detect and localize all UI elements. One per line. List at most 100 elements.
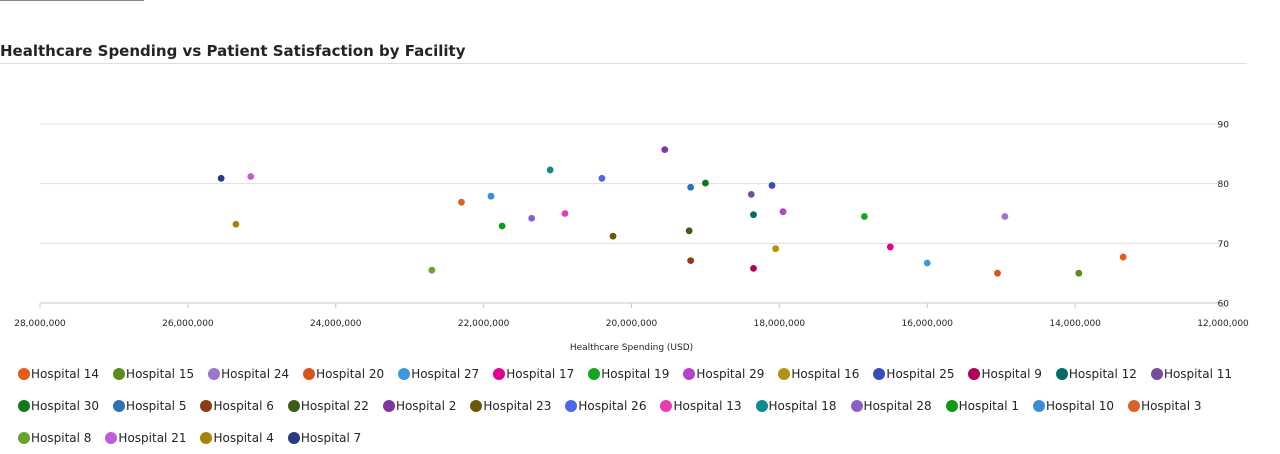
legend-swatch	[850, 400, 863, 412]
legend-label: Hospital 16	[791, 367, 860, 381]
chart-legend: Hospital 14 Hospital 15 Hospital 24 Hospita…	[18, 366, 1280, 446]
scatter-plot-area: 6070809028,000,00026,000,00024,000,00022…	[14, 121, 1249, 354]
legend-label: Hospital 3	[1141, 399, 1202, 413]
legend-swatch	[470, 400, 483, 412]
data-point-hospital-30	[702, 179, 709, 187]
legend-label: Hospital 27	[411, 367, 480, 381]
legend-item-hospital-20[interactable]: Hospital 20	[303, 366, 384, 382]
legend-item-hospital-15[interactable]: Hospital 15	[113, 366, 194, 382]
x-tick-label: 26,000,000	[162, 319, 214, 329]
legend-swatch	[113, 400, 126, 412]
data-point-hospital-24	[1001, 213, 1009, 220]
legend-item-hospital-22[interactable]: Hospital 22	[287, 398, 369, 414]
legend-item-hospital-6[interactable]: Hospital 6	[200, 398, 274, 414]
data-point-hospital-13	[561, 210, 569, 217]
legend-item-hospital-12[interactable]: Hospital 12	[1055, 366, 1137, 382]
data-point-hospital-3	[458, 198, 465, 206]
x-tick-label: 14,000,000	[1049, 319, 1101, 329]
legend-swatch	[18, 400, 30, 412]
legend-item-hospital-8[interactable]: Hospital 8	[18, 430, 91, 446]
data-point-hospital-6	[687, 257, 695, 265]
legend-item-hospital-19[interactable]: Hospital 19	[588, 366, 669, 382]
data-point-hospital-25	[768, 182, 776, 189]
legend-item-hospital-29[interactable]: Hospital 29	[683, 366, 764, 382]
legend-item-hospital-2[interactable]: Hospital 2	[382, 398, 457, 414]
legend-swatch	[200, 432, 213, 444]
legend-swatch	[778, 368, 791, 380]
legend-swatch	[945, 400, 958, 412]
legend-label: Hospital 7	[300, 431, 362, 445]
legend-label: Hospital 1	[958, 399, 1020, 413]
legend-item-hospital-9[interactable]: Hospital 9	[968, 366, 1042, 382]
legend-item-hospital-10[interactable]: Hospital 10	[1033, 398, 1114, 414]
legend-label: Hospital 18	[768, 399, 837, 413]
legend-item-hospital-4[interactable]: Hospital 4	[200, 430, 274, 446]
y-tick-label: 80	[1218, 180, 1230, 190]
legend-label: Hospital 12	[1068, 367, 1137, 381]
legend-label: Hospital 6	[213, 399, 274, 413]
legend-swatch	[873, 368, 886, 380]
legend-swatch	[18, 368, 30, 380]
data-point-hospital-16	[772, 245, 780, 253]
legend-label: Hospital 10	[1046, 399, 1115, 413]
legend-label: Hospital 14	[31, 367, 100, 381]
data-point-hospital-23	[609, 232, 617, 240]
legend-label: Hospital 24	[221, 367, 290, 381]
legend-item-hospital-18[interactable]: Hospital 18	[755, 398, 837, 414]
legend-swatch	[105, 432, 118, 444]
data-point-hospital-15	[1075, 269, 1083, 277]
legend-label: Hospital 21	[118, 431, 187, 445]
legend-item-hospital-23[interactable]: Hospital 23	[470, 398, 551, 414]
legend-item-hospital-14[interactable]: Hospital 14	[18, 366, 99, 382]
legend-item-hospital-1[interactable]: Hospital 1	[945, 398, 1020, 414]
legend-item-hospital-26[interactable]: Hospital 26	[565, 398, 646, 414]
legend-label: Hospital 17	[506, 367, 575, 381]
legend-label: Hospital 2	[395, 399, 457, 413]
top-tab-indicator	[0, 0, 144, 1]
legend-swatch	[113, 368, 126, 380]
legend-label: Hospital 9	[981, 367, 1042, 381]
legend-item-hospital-7[interactable]: Hospital 7	[287, 430, 362, 446]
data-point-hospital-1	[498, 222, 506, 230]
chart-title: Healthcare Spending vs Patient Satisfact…	[0, 42, 466, 60]
data-point-hospital-9	[750, 264, 757, 272]
legend-item-hospital-17[interactable]: Hospital 17	[493, 366, 574, 382]
legend-label: Hospital 8	[31, 431, 92, 445]
legend-item-hospital-16[interactable]: Hospital 16	[778, 366, 859, 382]
data-point-hospital-14	[1119, 253, 1127, 261]
legend-item-hospital-11[interactable]: Hospital 11	[1150, 366, 1232, 382]
legend-item-hospital-27[interactable]: Hospital 27	[398, 366, 479, 382]
legend-item-hospital-25[interactable]: Hospital 25	[873, 366, 954, 382]
legend-swatch	[1055, 368, 1068, 380]
legend-swatch	[683, 368, 696, 380]
legend-swatch	[287, 400, 300, 412]
x-axis-title: Healthcare Spending (USD)	[570, 343, 693, 353]
legend-item-hospital-21[interactable]: Hospital 21	[105, 430, 186, 446]
legend-label: Hospital 28	[863, 399, 932, 413]
legend-label: Hospital 26	[578, 399, 647, 413]
legend-item-hospital-30[interactable]: Hospital 30	[18, 398, 99, 414]
legend-item-hospital-28[interactable]: Hospital 28	[850, 398, 932, 414]
legend-item-hospital-24[interactable]: Hospital 24	[208, 366, 289, 382]
legend-label: Hospital 23	[483, 399, 552, 413]
x-tick-label: 20,000,000	[606, 319, 658, 329]
legend-item-hospital-3[interactable]: Hospital 3	[1128, 398, 1201, 414]
data-point-hospital-10	[487, 192, 495, 200]
y-tick-label: 70	[1218, 240, 1230, 250]
legend-item-hospital-5[interactable]: Hospital 5	[113, 398, 186, 414]
data-point-hospital-11	[747, 191, 755, 198]
legend-item-hospital-13[interactable]: Hospital 13	[660, 398, 742, 414]
legend-label: Hospital 29	[696, 367, 765, 381]
data-point-hospital-19	[861, 213, 868, 220]
data-point-hospital-5	[687, 183, 695, 191]
data-point-hospital-29	[779, 208, 787, 216]
legend-swatch	[398, 368, 411, 380]
legend-swatch	[18, 432, 30, 444]
legend-swatch	[660, 400, 673, 412]
legend-label: Hospital 11	[1163, 367, 1232, 381]
data-point-hospital-2	[661, 146, 669, 154]
legend-label: Hospital 13	[673, 399, 742, 413]
data-point-hospital-12	[750, 211, 757, 219]
y-tick-label: 90	[1218, 121, 1230, 131]
data-point-hospital-4	[232, 220, 240, 228]
